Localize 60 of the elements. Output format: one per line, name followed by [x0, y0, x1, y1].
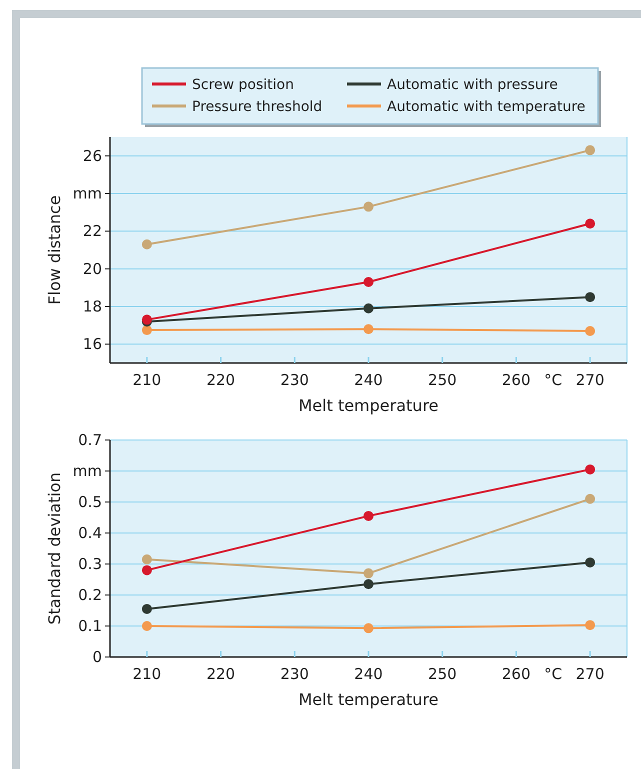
x-tick-label: °C — [544, 665, 562, 683]
y-tick-label: 0.1 — [78, 617, 102, 635]
x-tick-label: 260 — [502, 371, 531, 389]
y-axis-title: Standard deviation — [45, 472, 64, 625]
y-tick-label: mm — [72, 462, 102, 480]
x-tick-label: 230 — [280, 665, 309, 683]
y-tick-label: mm — [72, 184, 102, 202]
point — [364, 277, 374, 288]
x-tick-label: 270 — [576, 665, 604, 683]
y-tick-label: 0.4 — [78, 524, 102, 542]
x-tick-label: 240 — [354, 371, 383, 389]
point — [364, 202, 374, 212]
legend-label: Screw position — [192, 77, 294, 93]
point — [142, 565, 152, 576]
x-tick-label: 250 — [428, 665, 457, 683]
point — [364, 579, 374, 590]
point — [585, 218, 596, 229]
y-tick-label: 0.2 — [78, 586, 102, 604]
point — [585, 620, 596, 630]
y-tick-label: 0.3 — [78, 555, 102, 573]
y-tick-label: 22 — [82, 222, 102, 240]
y-tick-label: 0.7 — [78, 431, 102, 449]
x-tick-label: 220 — [206, 665, 236, 683]
point — [142, 621, 152, 631]
point — [585, 145, 596, 156]
x-tick-label: 260 — [502, 665, 531, 683]
legend-label: Automatic with temperature — [387, 99, 586, 115]
x-axis-title: Melt temperature — [298, 690, 439, 709]
legend-label: Automatic with pressure — [387, 77, 558, 93]
point — [585, 464, 596, 474]
y-tick-label: 18 — [82, 298, 102, 316]
x-axis-title: Melt temperature — [298, 396, 439, 415]
x-tick-label: 210 — [132, 665, 162, 683]
point — [142, 239, 152, 250]
point — [364, 324, 374, 334]
y-tick-label: 0 — [92, 648, 102, 666]
y-tick-label: 0.5 — [78, 493, 102, 511]
y-tick-label: 20 — [82, 260, 102, 278]
point — [585, 557, 596, 568]
point — [364, 303, 374, 314]
y-tick-label: 16 — [82, 335, 102, 354]
x-tick-label: °C — [544, 371, 562, 389]
y-tick-label: 26 — [82, 146, 102, 165]
point — [364, 510, 374, 521]
point — [142, 604, 152, 614]
point — [142, 554, 152, 564]
legend-label: Pressure threshold — [192, 99, 322, 115]
point — [142, 325, 152, 336]
x-tick-label: 270 — [576, 371, 604, 389]
x-tick-label: 230 — [280, 371, 309, 389]
point — [364, 568, 374, 578]
x-tick-label: 210 — [132, 371, 162, 389]
y-axis-title: Flow distance — [45, 195, 64, 305]
x-tick-label: 220 — [206, 371, 236, 389]
x-tick-label: 250 — [428, 371, 457, 389]
point — [585, 326, 596, 336]
point — [585, 292, 596, 302]
point — [585, 494, 596, 504]
point — [364, 623, 374, 634]
x-tick-label: 240 — [354, 665, 383, 683]
